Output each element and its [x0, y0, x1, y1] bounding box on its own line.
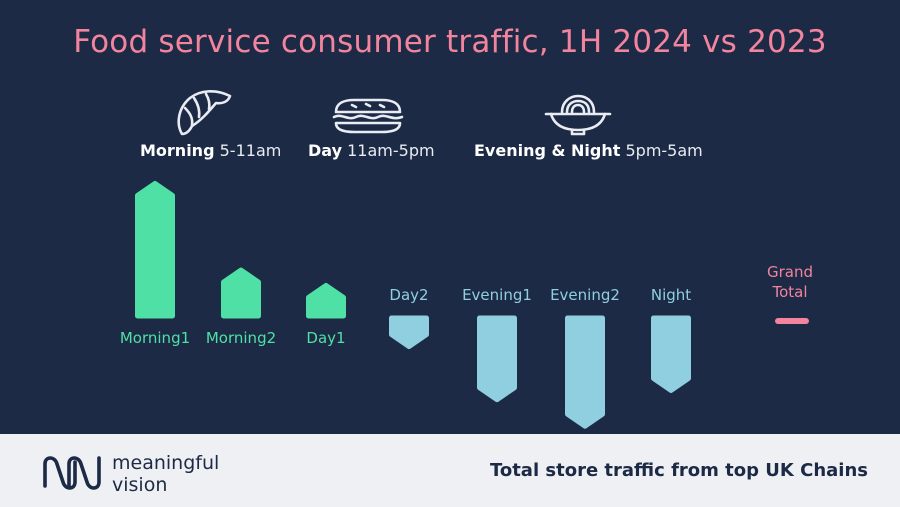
bar-day2 [389, 315, 429, 350]
bar-morning2 [221, 267, 261, 319]
bar-morning1 [135, 180, 175, 319]
category-label-evening1: Evening1 [462, 286, 532, 304]
waterfall-chart: Morning1 Morning2 Day1 Day2 Evening1 Evening2… [120, 180, 813, 429]
category-label-day1: Day1 [306, 329, 345, 347]
daypart-hours: 5pm-5am [625, 141, 703, 160]
category-label-night: Night [651, 286, 691, 304]
daypart-hours: 11am-5pm [347, 141, 435, 160]
bar-night [651, 315, 691, 393]
bar-day1 [306, 282, 346, 319]
category-label-evening2: Evening2 [550, 286, 620, 304]
meaningful-vision-logo-icon [43, 456, 101, 490]
chart-title: Food service consumer traffic, 1H 2024 v… [73, 24, 827, 60]
category-label-morning2: Morning2 [206, 329, 276, 347]
croissant-icon [177, 90, 232, 136]
bar-evening1 [477, 315, 517, 403]
brand-name: meaningful vision [112, 452, 219, 496]
category-label-day2: Day2 [389, 286, 428, 304]
category-label-morning1: Morning1 [120, 329, 190, 347]
bar-evening2 [565, 315, 605, 429]
footer-bar: meaningful vision Total store traffic fr… [0, 434, 900, 507]
daypart-name: Morning [140, 141, 215, 160]
daypart-label-day: Day 11am-5pm [308, 141, 435, 160]
noodle-bowl-icon [544, 94, 612, 136]
daypart-name: Evening & Night [474, 141, 621, 160]
brand-line-1: meaningful [112, 452, 220, 474]
daypart-label-morning: Morning 5-11am [140, 141, 281, 160]
category-label-grand-total: Grand Total [767, 263, 813, 301]
daypart-name: Day [308, 141, 343, 160]
footer-note: Total store traffic from top UK Chains [489, 460, 868, 481]
daypart-label-evening-night: Evening & Night 5pm-5am [474, 141, 703, 160]
daypart-hours: 5-11am [219, 141, 282, 160]
bar-grand-total [775, 318, 809, 324]
brand-line-2: vision [112, 474, 168, 496]
sandwich-icon [332, 98, 404, 134]
